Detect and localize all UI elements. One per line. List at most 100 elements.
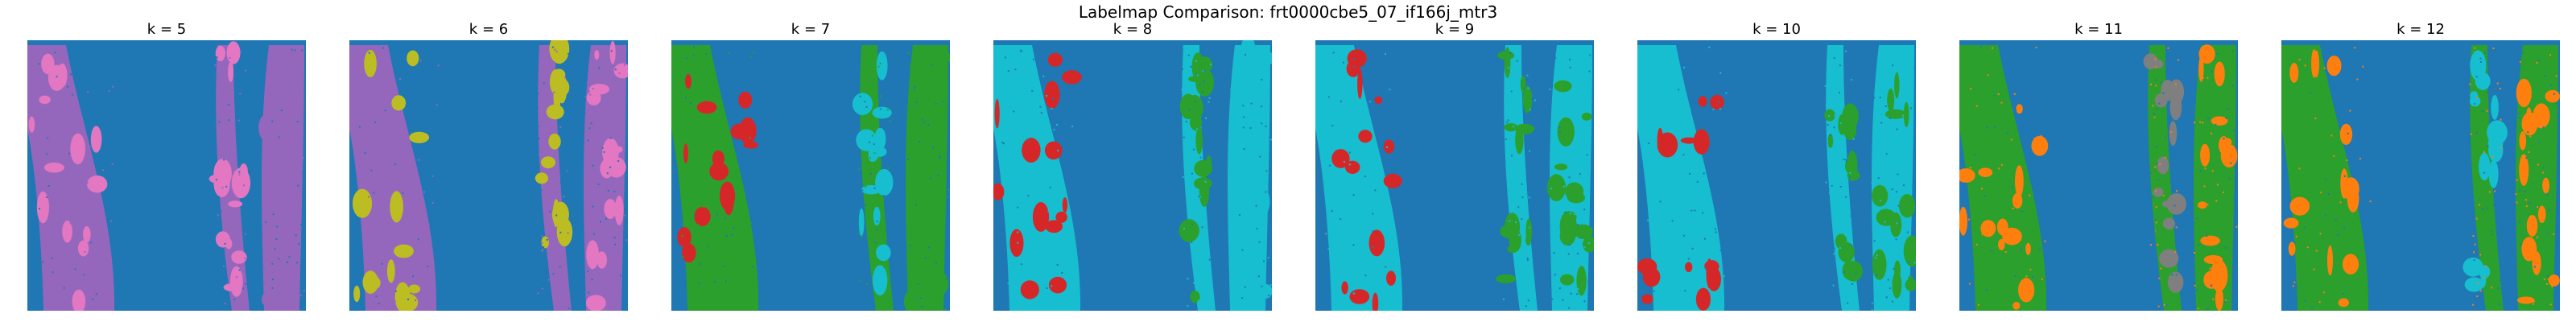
speckle-pixel <box>2306 246 2309 249</box>
speckle-pixel <box>1238 214 1241 216</box>
speckle-pixel <box>541 235 543 237</box>
speckle-pixel <box>2473 251 2475 254</box>
speckle-pixel <box>1827 124 1829 126</box>
speckle-pixel <box>2555 75 2557 77</box>
class-blotch <box>858 208 865 237</box>
speckle-pixel <box>1336 108 1339 110</box>
speckle-pixel <box>1360 122 1363 125</box>
speckle-pixel <box>1402 85 1405 88</box>
speckle-pixel <box>235 132 237 134</box>
speckle-pixel <box>1509 52 1512 54</box>
speckle-pixel <box>1210 139 1212 141</box>
speckle-pixel <box>1851 99 1853 101</box>
speckle-pixel <box>52 111 55 114</box>
speckle-pixel <box>42 261 44 263</box>
class-blotch <box>1386 270 1396 287</box>
speckle-pixel <box>1563 185 1565 188</box>
speckle-pixel <box>225 185 228 188</box>
speckle-pixel <box>89 265 92 267</box>
speckle-pixel <box>1203 119 1206 122</box>
speckle-pixel <box>1327 246 1329 248</box>
speckle-pixel <box>1906 231 1909 233</box>
speckle-pixel <box>303 192 305 195</box>
speckle-pixel <box>870 173 872 175</box>
speckle-pixel <box>2035 47 2037 49</box>
speckle-pixel <box>877 65 880 68</box>
speckle-pixel <box>1067 109 1069 111</box>
speckle-pixel <box>1332 52 1335 54</box>
speckle-pixel <box>1071 126 1074 128</box>
speckle-pixel <box>1249 291 1252 294</box>
speckle-pixel <box>886 138 888 140</box>
speckle-pixel <box>1839 186 1842 188</box>
speckle-pixel <box>53 142 56 144</box>
speckle-pixel <box>2483 276 2486 279</box>
speckle-pixel <box>2193 222 2195 225</box>
speckle-pixel <box>427 266 429 267</box>
speckle-pixel <box>431 114 434 116</box>
speckle-pixel <box>2516 201 2518 204</box>
speckle-pixel <box>738 291 741 294</box>
speckle-pixel <box>2546 193 2549 196</box>
class-blotch <box>873 265 888 296</box>
speckle-pixel <box>592 88 594 89</box>
speckle-pixel <box>2351 137 2354 139</box>
speckle-pixel <box>590 122 592 125</box>
speckle-pixel <box>1579 173 1581 175</box>
class-blotch <box>604 199 617 219</box>
speckle-pixel <box>613 226 616 229</box>
speckle-pixel <box>927 123 930 126</box>
class-blotch <box>2161 200 2172 208</box>
speckle-pixel <box>238 269 241 271</box>
class-blotch <box>2215 287 2223 311</box>
speckle-pixel <box>2546 233 2549 234</box>
speckle-pixel <box>1039 105 1042 108</box>
speckle-pixel <box>1883 229 1885 231</box>
speckle-pixel <box>2293 281 2296 283</box>
speckle-pixel <box>700 262 702 265</box>
speckle-pixel <box>2549 54 2552 56</box>
speckle-pixel <box>2304 64 2306 67</box>
speckle-pixel <box>1372 213 1374 215</box>
speckle-pixel <box>1569 167 1571 170</box>
speckle-pixel <box>2202 76 2204 79</box>
speckle-pixel <box>392 51 394 53</box>
speckle-pixel <box>1985 289 1988 291</box>
speckle-pixel <box>611 65 613 68</box>
panel-title: k = 6 <box>469 21 509 38</box>
speckle-pixel <box>1327 248 1330 250</box>
speckle-pixel <box>1897 161 1899 163</box>
speckle-pixel <box>92 83 94 85</box>
speckle-pixel <box>394 163 396 166</box>
speckle-pixel <box>97 245 99 247</box>
speckle-pixel <box>2216 53 2219 55</box>
class-blotch <box>390 191 403 223</box>
class-blotch <box>2220 144 2238 167</box>
speckle-pixel <box>1568 267 1571 270</box>
speckle-pixel <box>104 254 105 256</box>
speckle-pixel <box>298 243 300 246</box>
speckle-pixel <box>2029 194 2031 196</box>
class-blotch <box>1055 211 1067 223</box>
class-blotch <box>873 206 881 226</box>
speckle-pixel <box>1515 88 1517 90</box>
class-blotch <box>72 289 86 311</box>
class-blotch <box>928 52 938 76</box>
speckle-pixel <box>1269 135 1271 138</box>
speckle-pixel <box>589 134 592 137</box>
speckle-pixel <box>1352 244 1355 246</box>
class-blotch <box>1560 274 1575 286</box>
speckle-pixel <box>603 151 605 153</box>
labelmap-image <box>671 40 950 311</box>
speckle-pixel <box>1208 101 1210 103</box>
speckle-pixel <box>1503 294 1505 296</box>
speckle-pixel <box>1258 80 1261 83</box>
speckle-pixel <box>1892 64 1894 67</box>
speckle-pixel <box>1257 117 1260 119</box>
speckle-pixel <box>2318 301 2321 303</box>
speckle-pixel <box>2474 103 2476 105</box>
speckle-pixel <box>302 220 304 221</box>
speckle-pixel <box>1884 221 1886 223</box>
speckle-pixel <box>537 93 539 95</box>
speckle-pixel <box>1518 234 1521 236</box>
